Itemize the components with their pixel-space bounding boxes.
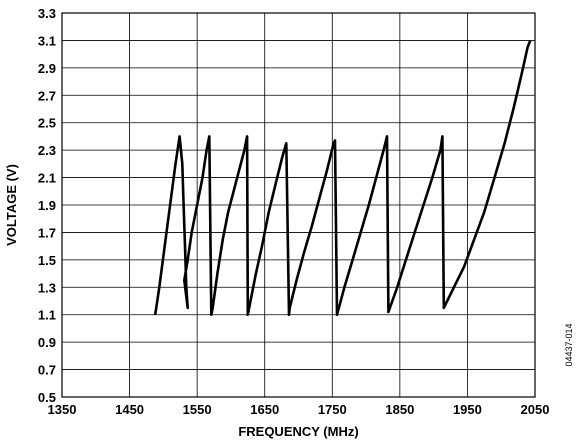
series-line-0: [153, 39, 532, 317]
series-group: [153, 39, 532, 317]
y-tick-label: 2.5: [38, 116, 56, 131]
x-tick-label: 1950: [453, 402, 482, 417]
plot-area-frame: [61, 12, 536, 398]
figure-id: 04437-014: [564, 323, 574, 366]
x-tick-labels: 1350 1450 1550 1650 1750 1850 1950 2050: [48, 402, 550, 417]
y-tick-label: 1.1: [38, 308, 56, 323]
y-tick-label: 0.9: [38, 335, 56, 350]
x-tick-label: 1750: [318, 402, 347, 417]
y-tick-label: 2.1: [38, 171, 56, 186]
y-tick-labels: 0.5 0.7 0.9 1.1 1.3 1.5 1.7 1.9 2.1 2.3 2.5 2.7 2.9 3…: [38, 6, 56, 405]
x-tick-label: 1350: [48, 402, 77, 417]
x-axis-title: FREQUENCY (MHz): [238, 424, 358, 439]
x-tick-label: 2050: [521, 402, 550, 417]
y-tick-label: 1.5: [38, 253, 56, 268]
y-tick-label: 0.7: [38, 363, 56, 378]
y-tick-label: 1.3: [38, 280, 56, 295]
y-tick-label: 2.9: [38, 61, 56, 76]
y-tick-label: 2.3: [38, 143, 56, 158]
y-tick-label: 1.7: [38, 225, 56, 240]
x-tick-label: 1850: [385, 402, 414, 417]
x-tick-label: 1450: [115, 402, 144, 417]
y-tick-label: 2.7: [38, 88, 56, 103]
y-tick-label: 0.5: [38, 390, 56, 405]
y-axis-title: VOLTAGE (V): [4, 164, 19, 246]
x-tick-label: 1650: [250, 402, 279, 417]
y-tick-label: 1.9: [38, 198, 56, 213]
grid: [61, 12, 536, 398]
x-tick-label: 1550: [183, 402, 212, 417]
y-tick-label: 3.1: [38, 33, 56, 48]
y-tick-label: 3.3: [38, 6, 56, 21]
